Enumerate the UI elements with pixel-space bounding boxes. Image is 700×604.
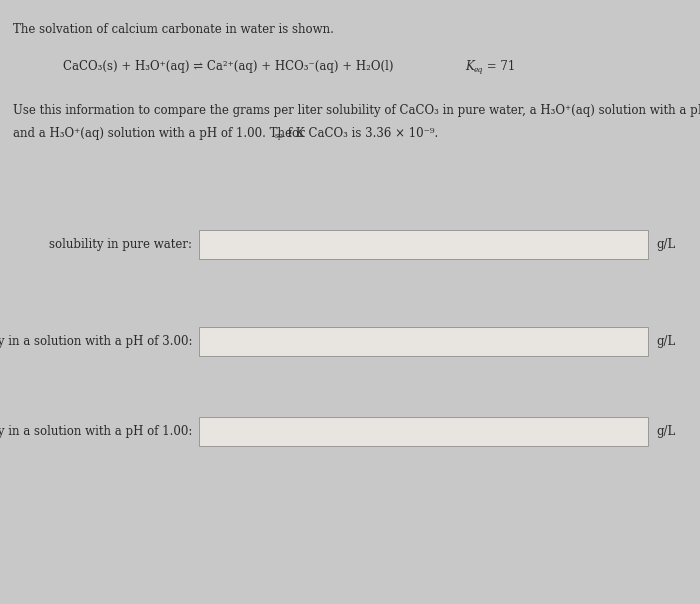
Text: solubility in pure water:: solubility in pure water: <box>50 238 192 251</box>
FancyBboxPatch shape <box>199 230 648 259</box>
Text: g/L: g/L <box>656 425 676 439</box>
Text: solubility in a solution with a pH of 3.00:: solubility in a solution with a pH of 3.… <box>0 335 193 348</box>
Text: CaCO₃(s) + H₃O⁺(aq) ⇌ Ca²⁺(aq) + HCO₃⁻(aq) + H₂O(l): CaCO₃(s) + H₃O⁺(aq) ⇌ Ca²⁺(aq) + HCO₃⁻(a… <box>63 60 393 74</box>
Text: and a H₃O⁺(aq) solution with a pH of 1.00. The K: and a H₃O⁺(aq) solution with a pH of 1.0… <box>13 127 304 140</box>
FancyBboxPatch shape <box>199 417 648 446</box>
Text: g/L: g/L <box>656 335 676 348</box>
Text: K: K <box>466 60 475 74</box>
FancyBboxPatch shape <box>199 327 648 356</box>
Text: The solvation of calcium carbonate in water is shown.: The solvation of calcium carbonate in wa… <box>13 23 333 36</box>
Text: Use this information to compare the grams per liter solubility of CaCO₃ in pure : Use this information to compare the gram… <box>13 104 700 117</box>
Text: g/L: g/L <box>656 238 676 251</box>
Text: eq: eq <box>474 66 483 74</box>
Text: solubility in a solution with a pH of 1.00:: solubility in a solution with a pH of 1.… <box>0 425 193 439</box>
Text: = 71: = 71 <box>483 60 515 74</box>
Text: for CaCO₃ is 3.36 × 10⁻⁹.: for CaCO₃ is 3.36 × 10⁻⁹. <box>284 127 438 140</box>
Text: sp: sp <box>275 132 284 140</box>
